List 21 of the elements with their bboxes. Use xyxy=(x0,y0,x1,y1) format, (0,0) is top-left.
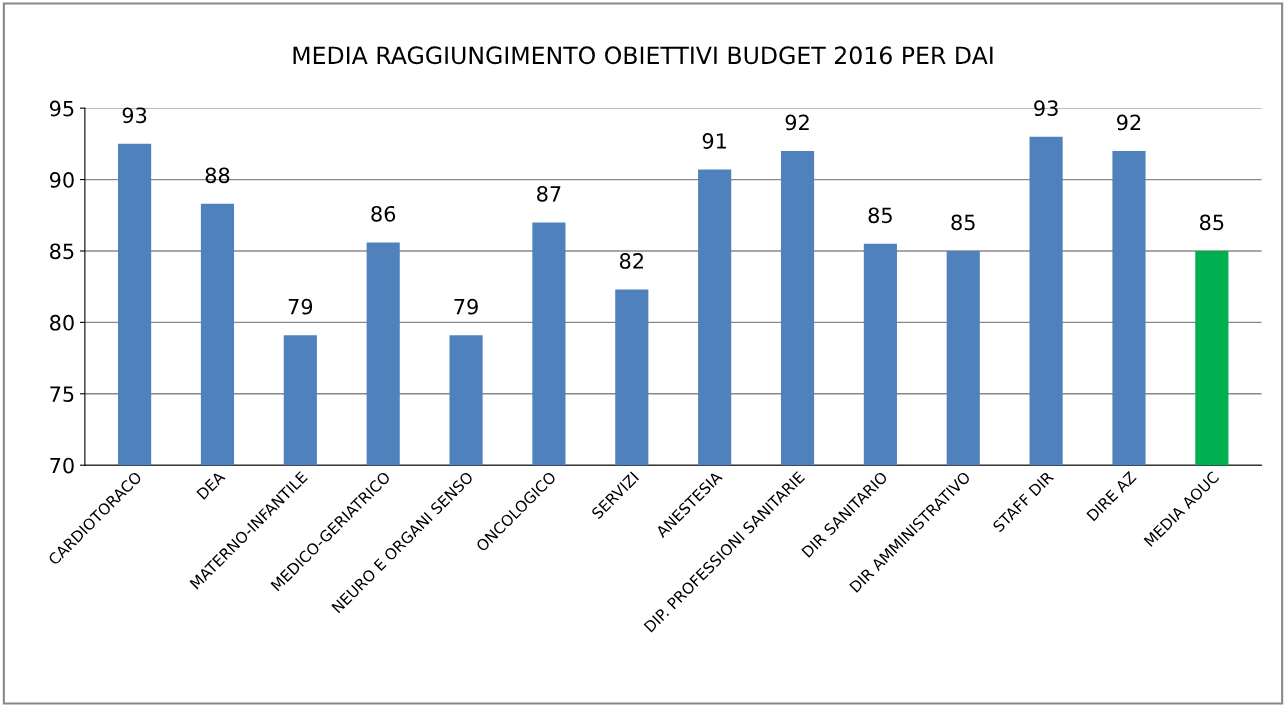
y-tick-label: 70 xyxy=(50,457,74,474)
data-label: 79 xyxy=(288,298,313,315)
y-tick-label: 80 xyxy=(50,314,74,331)
data-label: 86 xyxy=(371,205,396,222)
data-label: 87 xyxy=(537,185,561,202)
data-label: 92 xyxy=(785,114,809,131)
y-tick-label: 75 xyxy=(50,386,74,403)
y-tick-label: 95 xyxy=(49,100,74,117)
data-label: 85 xyxy=(1200,214,1224,231)
data-label: 93 xyxy=(1034,100,1058,117)
data-label: 85 xyxy=(868,207,892,224)
data-label: 82 xyxy=(619,253,643,269)
data-label: 79 xyxy=(454,298,478,315)
y-tick-label: 90 xyxy=(49,172,74,188)
y-tick-label: 85 xyxy=(50,243,74,260)
data-label: 92 xyxy=(1117,114,1141,131)
data-label: 88 xyxy=(205,167,230,184)
chart-title: MEDIA RAGGIUNGIMENTO OBIETTIVI BUDGET 2016 PER DAI xyxy=(293,46,993,65)
data-label: 91 xyxy=(702,133,726,149)
data-label: 85 xyxy=(951,214,975,231)
data-label: 93 xyxy=(122,107,147,124)
